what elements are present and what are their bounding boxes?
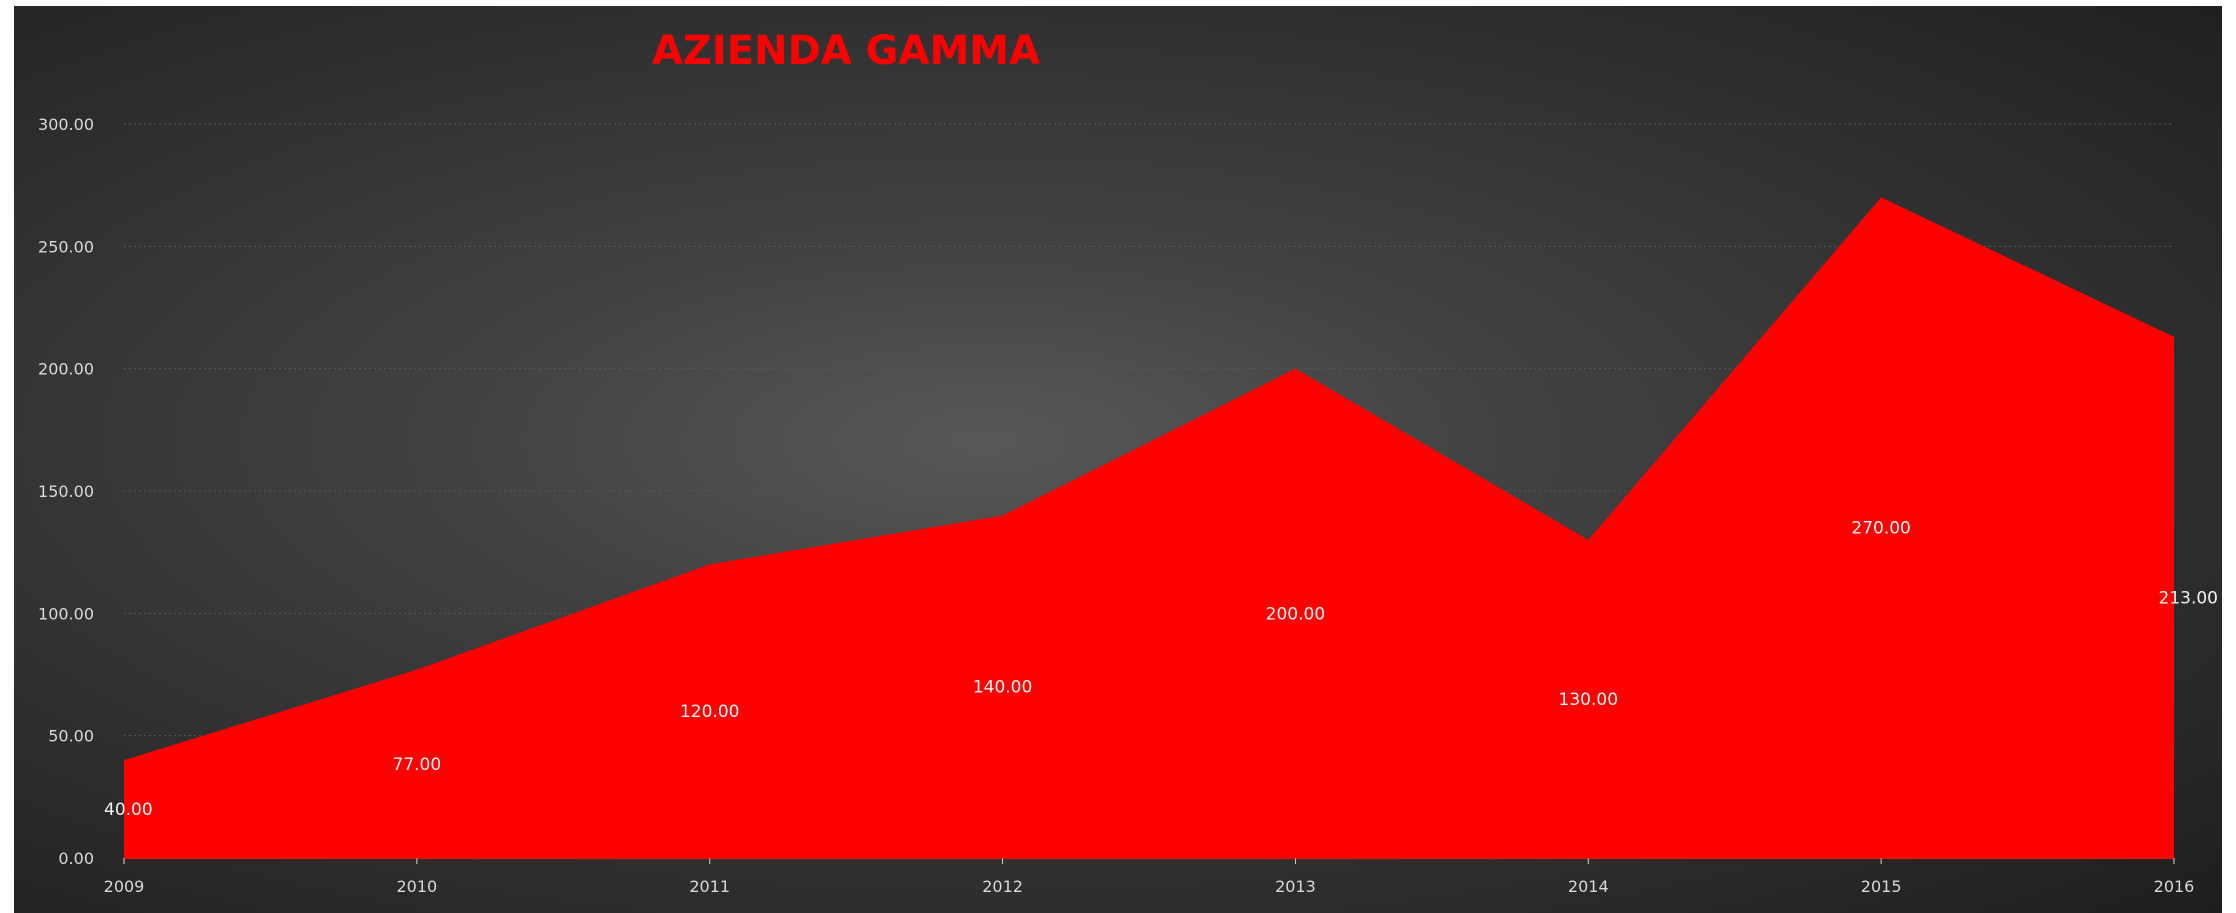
x-tick-label: 2010 — [396, 877, 437, 896]
area-chart: 0.0050.00100.00150.00200.00250.00300.00 … — [38, 28, 2218, 896]
x-tick-label: 2016 — [2154, 877, 2195, 896]
data-label: 200.00 — [1266, 604, 1325, 624]
y-tick-label: 150.00 — [38, 482, 94, 501]
data-label: 140.00 — [973, 678, 1032, 698]
data-label: 130.00 — [1559, 690, 1618, 710]
x-tick-label: 2015 — [1861, 877, 1902, 896]
area-series — [124, 197, 2174, 859]
area-fill — [124, 197, 2174, 858]
data-label: 77.00 — [393, 755, 442, 775]
y-tick-label: 50.00 — [48, 727, 94, 746]
chart-title: AZIENDA GAMMA — [652, 28, 1040, 74]
y-tick-label: 250.00 — [38, 237, 94, 256]
y-tick-label: 200.00 — [38, 360, 94, 379]
data-labels: 40.00 77.00 120.00 140.00 200.00 130.00 270.00… — [104, 519, 2218, 820]
y-tick-label: 0.00 — [58, 849, 94, 868]
x-tick-label: 2012 — [982, 877, 1023, 896]
y-axis-ticks: 0.00 50.00 100.00 150.00 200.00 250.00 300.00 — [38, 115, 94, 868]
x-tick-label: 2014 — [1568, 877, 1609, 896]
data-label: 213.00 — [2159, 588, 2218, 608]
x-axis-ticks: 2009 2010 2011 2012 2013 2014 2015 2016 — [104, 858, 2195, 896]
data-label: 120.00 — [680, 702, 739, 722]
x-tick-label: 2009 — [104, 877, 145, 896]
data-label: 270.00 — [1851, 519, 1910, 539]
y-tick-label: 100.00 — [38, 604, 94, 623]
y-tick-label: 300.00 — [38, 115, 94, 134]
x-tick-label: 2011 — [689, 877, 730, 896]
data-label: 40.00 — [104, 800, 153, 820]
chart-panel: 0.00 50.00 100.00 150.00 200.00 250.00 300.00 … — [14, 6, 2222, 913]
x-tick-label: 2013 — [1275, 877, 1316, 896]
